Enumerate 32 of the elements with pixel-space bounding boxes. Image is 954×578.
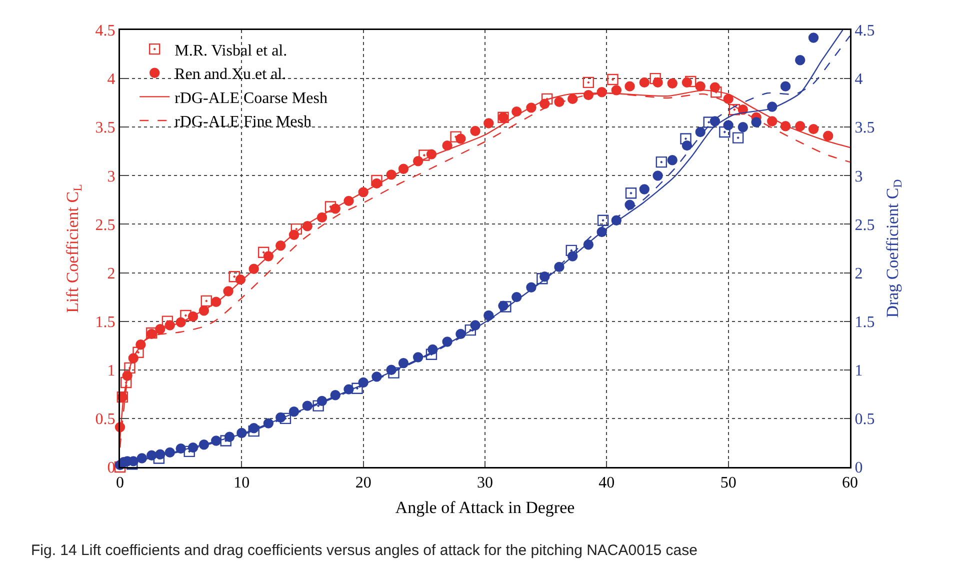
y-tick-label: 0: [107, 460, 116, 477]
y2-tick-label: 4: [854, 71, 863, 88]
x-tick-label: 50: [720, 474, 736, 492]
y2-tick-label: 4.5: [854, 22, 875, 40]
y2-tick-label: 2.5: [854, 216, 875, 234]
y2-tick-label: 1.5: [854, 314, 875, 331]
y2-tick-label: 2: [854, 265, 863, 282]
legend-label: rDG-ALE Coarse Mesh: [174, 90, 328, 107]
x-tick-label: 60: [842, 474, 858, 492]
legend-label: Ren and Xu et al.: [174, 66, 286, 84]
y-tick-label: 2.5: [95, 216, 116, 234]
y2-tick-label: 0: [854, 460, 863, 477]
y-tick-label: 1.5: [95, 314, 116, 331]
y2-tick-label: 1: [854, 362, 863, 380]
y-tick-label: 4.5: [95, 22, 116, 40]
y-tick-label: 2: [107, 265, 116, 282]
x-axis-title: Angle of Attack in Degree: [395, 498, 575, 517]
y-tick-label: 3.5: [95, 120, 116, 137]
y-tick-label: 1: [107, 362, 116, 380]
y-tick-label: 3: [107, 168, 116, 186]
x-tick-label: 40: [598, 474, 615, 492]
y2-tick-label: 0.5: [854, 411, 875, 428]
y-tick-label: 4: [107, 71, 116, 88]
legend-label: rDG-ALE Fine Mesh: [174, 114, 312, 131]
y2-tick-label: 3.5: [854, 120, 875, 137]
legend-label: M.R. Visbal et al.: [174, 42, 288, 60]
y2-tick-label: 3: [854, 168, 863, 186]
x-tick-label: 30: [477, 474, 493, 492]
x-tick-label: 10: [234, 474, 250, 492]
x-tick-label: 20: [355, 474, 372, 492]
y-tick-label: 0.5: [95, 411, 116, 428]
caption: Fig. 14 Lift coefficients and drag coefficients versus angles of attack for the pitching NACA0015 case: [31, 542, 698, 559]
